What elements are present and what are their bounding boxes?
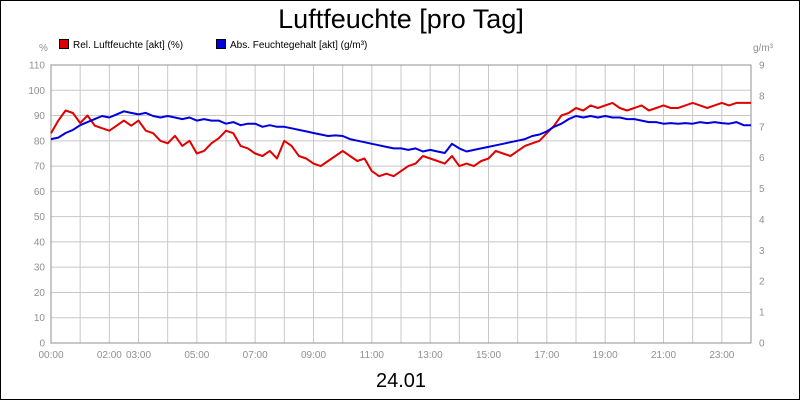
- x-tick-label: 03:00: [126, 350, 151, 361]
- y-right-tick-label: 2: [759, 277, 765, 288]
- x-tick-label: 07:00: [243, 350, 268, 361]
- y-right-tick-label: 4: [759, 215, 765, 226]
- x-tick-label: 00:00: [38, 350, 63, 361]
- y-left-tick-label: 70: [34, 162, 46, 173]
- x-tick-label: 13:00: [418, 350, 443, 361]
- series-line-rel-humidity: [50, 101, 751, 178]
- y-left-tick-label: 40: [34, 237, 46, 248]
- x-tick-label: 02:00: [97, 350, 122, 361]
- x-tick-label: 15:00: [476, 350, 501, 361]
- y-left-tick-label: 20: [34, 288, 46, 299]
- plot-border: [50, 64, 752, 344]
- series-line-abs-humidity: [50, 110, 751, 154]
- x-tick-label: 21:00: [651, 350, 676, 361]
- y-right-tick-label: 1: [759, 308, 765, 319]
- x-tick-label: 17:00: [534, 350, 559, 361]
- y-left-tick-label: 90: [34, 111, 46, 122]
- legend-label-rel-humidity: Rel. Luftfeuchte [akt] (%): [73, 40, 184, 51]
- chart-title: Luftfeuchte [pro Tag]: [278, 4, 524, 34]
- y-left-tick-label: 100: [28, 86, 45, 97]
- x-tick-label: 23:00: [709, 350, 734, 361]
- y-left-tick-label: 50: [34, 212, 46, 223]
- right-axis-unit: g/m³: [753, 43, 773, 54]
- x-tick-label: 11:00: [360, 350, 385, 361]
- x-tick-label: 09:00: [301, 350, 326, 361]
- y-left-tick-label: 0: [39, 339, 45, 350]
- legend-label-abs-humidity: Abs. Feuchtegehalt [akt] (g/m³): [230, 40, 368, 51]
- y-left-tick-label: 110: [29, 61, 45, 72]
- x-tick-label: 19:00: [593, 350, 618, 361]
- y-right-tick-label: 3: [759, 246, 765, 257]
- legend-swatch-blue: [216, 39, 226, 49]
- y-left-tick-label: 60: [34, 187, 46, 198]
- y-right-tick-label: 0: [759, 339, 765, 350]
- x-axis-date-label: 24.01: [375, 370, 427, 392]
- y-left-tick-label: 10: [34, 313, 46, 324]
- y-right-tick-label: 5: [759, 184, 765, 195]
- legend-swatch-red: [59, 39, 69, 49]
- y-right-tick-label: 9: [759, 61, 765, 72]
- y-left-tick-label: 30: [34, 263, 46, 274]
- legend-item-abs-humidity: Abs. Feuchtegehalt [akt] (g/m³): [216, 39, 367, 52]
- legend-item-rel-humidity: Rel. Luftfeuchte [akt] (%): [59, 39, 183, 52]
- y-right-tick-label: 8: [759, 91, 765, 102]
- y-right-tick-label: 7: [759, 122, 765, 133]
- left-axis-unit: %: [39, 43, 48, 54]
- y-right-tick-label: 6: [759, 153, 765, 164]
- y-left-tick-label: 80: [34, 136, 46, 147]
- x-tick-label: 05:00: [184, 350, 209, 361]
